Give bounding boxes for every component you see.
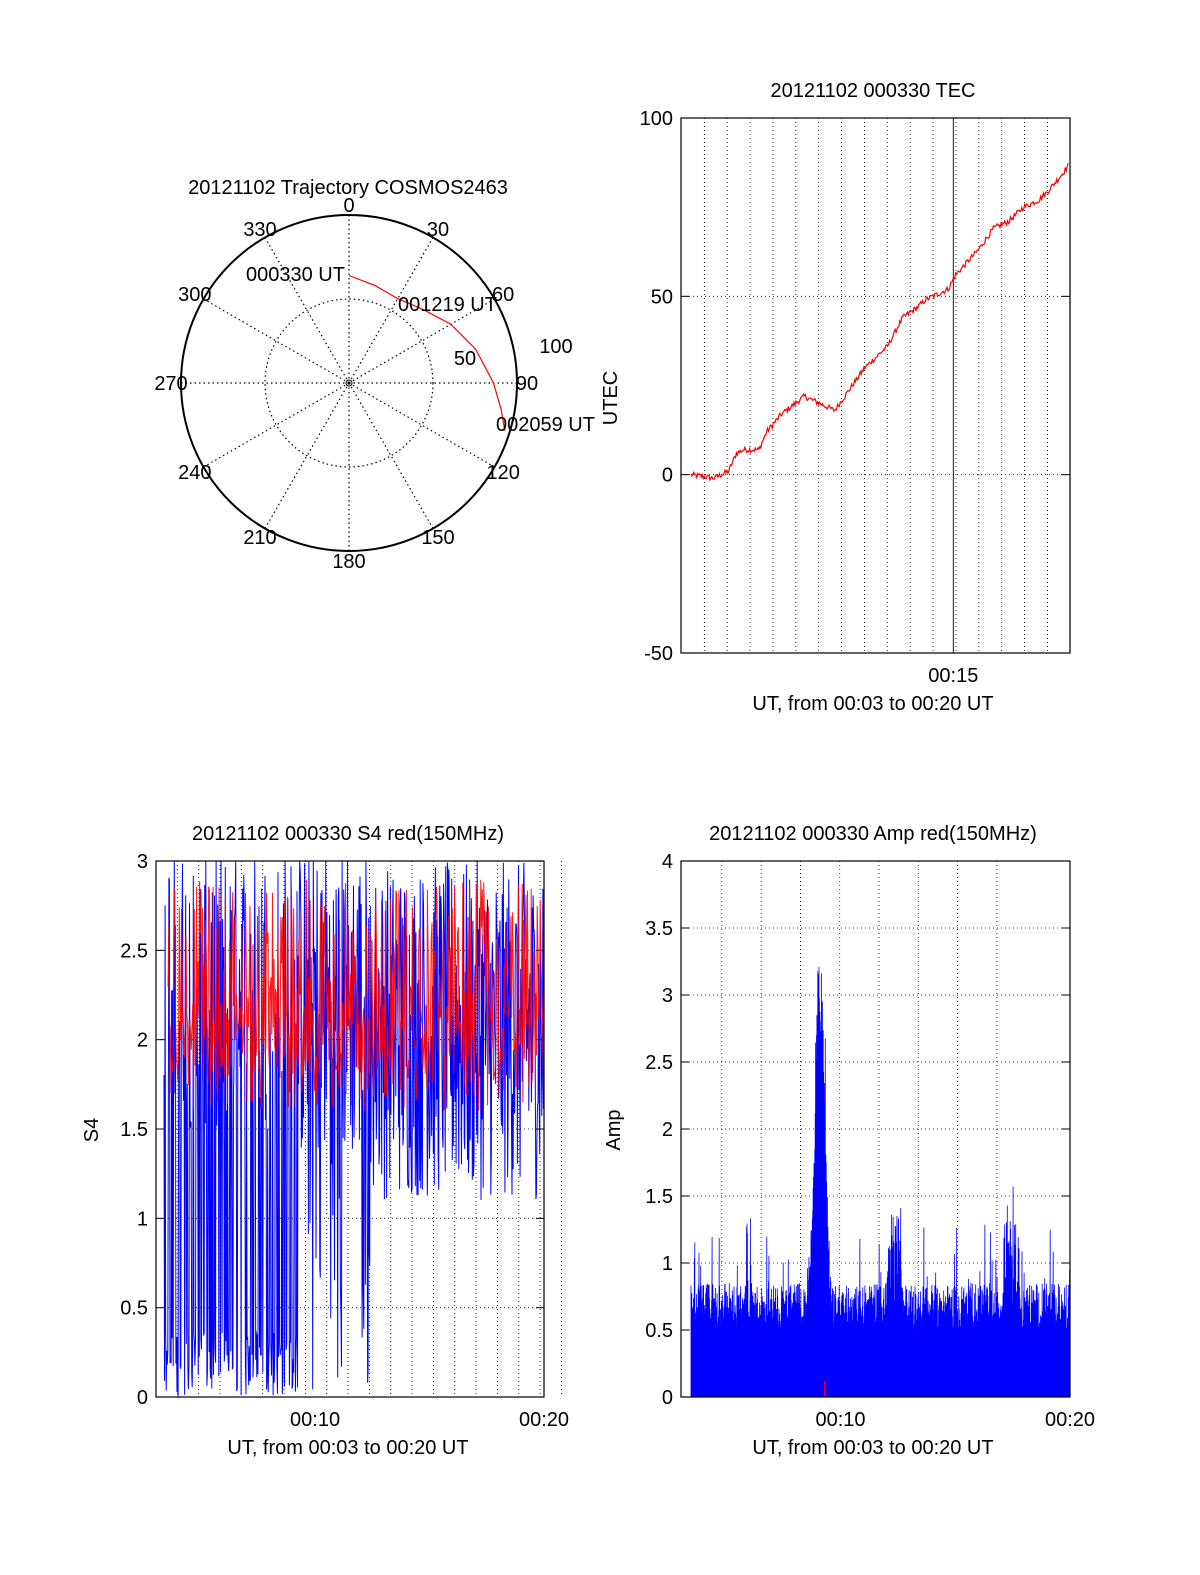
y-tick-label: 1.5 <box>645 1186 673 1208</box>
x-tick-label: 00:10 <box>815 1409 865 1431</box>
y-tick-label: 2.5 <box>645 1052 673 1074</box>
y-tick-label: 0.5 <box>120 1298 148 1320</box>
tec-series-line <box>690 163 1069 482</box>
polar-angle-label: 60 <box>492 284 514 306</box>
polar-angle-labels: 0 30 60 90 120 150 180 210 240 270 300 330 50 100 <box>154 195 572 573</box>
x-tick-label: 00:10 <box>290 1409 340 1431</box>
polar-annotation: 002059 UT <box>496 414 595 436</box>
polar-angle-label: 270 <box>154 373 187 395</box>
amp-xlabel: UT, from 00:03 to 00:20 UT <box>752 1437 993 1459</box>
plot-frame <box>680 117 1071 654</box>
polar-angle-label: 0 <box>343 195 354 217</box>
polar-chart: 20121102 Trajectory COSMOS2463 0 30 60 90 12… <box>154 177 595 573</box>
y-tick-label: 0 <box>137 1387 148 1409</box>
polar-trajectory: 000330 UT 001219 UT 002059 UT <box>246 264 595 436</box>
polar-angle-label: 90 <box>516 373 538 395</box>
polar-angle-label: 210 <box>243 527 276 549</box>
s4-blue-series <box>163 860 545 1397</box>
tec-plot-area: -50 0 50 100 00:15 <box>640 108 1071 687</box>
y-tick-label: 3 <box>662 985 673 1007</box>
y-tick-label: 0 <box>662 1387 673 1409</box>
polar-angle-label: 300 <box>178 284 211 306</box>
s4-plot-area: 0 0.5 1 1.5 2 2.5 3 00:10 00:20 <box>120 851 569 1431</box>
polar-angle-label: 240 <box>178 462 211 484</box>
s4-ylabel: S4 <box>81 1118 103 1142</box>
y-tick-label: 3 <box>137 851 148 873</box>
tec-ylabel: UTEC <box>600 371 622 425</box>
polar-annotation: 000330 UT <box>246 264 345 286</box>
polar-ring-label: 50 <box>454 348 476 370</box>
polar-spoke <box>264 382 350 529</box>
s4-red-series <box>167 879 545 1112</box>
tec-xlabel: UT, from 00:03 to 00:20 UT <box>752 693 993 715</box>
polar-annotation: 001219 UT <box>398 294 497 316</box>
y-tick-label: 2 <box>662 1119 673 1141</box>
polar-spoke <box>348 237 434 384</box>
tec-title: 20121102 000330 TEC <box>771 80 976 102</box>
polar-angle-label: 180 <box>332 551 365 573</box>
y-tick-label: 100 <box>640 108 673 130</box>
amp-ylabel: Amp <box>603 1109 625 1150</box>
s4-xlabel: UT, from 00:03 to 00:20 UT <box>227 1437 468 1459</box>
polar-angle-label: 150 <box>421 527 454 549</box>
y-tick-label: 1 <box>137 1208 148 1230</box>
amp-title: 20121102 000330 Amp red(150MHz) <box>709 823 1037 845</box>
y-tick-label: 4 <box>662 851 673 873</box>
s4-chart: 20121102 000330 S4 red(150MHz) UT, from … <box>81 823 569 1459</box>
polar-spoke <box>264 237 350 384</box>
plot-frame <box>680 860 1071 1398</box>
s4-title: 20121102 000330 S4 red(150MHz) <box>192 823 504 845</box>
polar-ring-50 <box>264 298 434 468</box>
y-tick-label: 2 <box>137 1030 148 1052</box>
polar-trajectory-line <box>348 274 506 431</box>
y-tick-label: 1.5 <box>120 1119 148 1141</box>
polar-angle-label: 120 <box>486 462 519 484</box>
plot-frame <box>155 860 545 1398</box>
polar-spoke <box>203 298 350 384</box>
y-tick-label: -50 <box>644 643 673 665</box>
polar-angle-label: 30 <box>427 219 449 241</box>
amp-chart: 20121102 000330 Amp red(150MHz) UT, from… <box>603 823 1095 1459</box>
amp-plot-area: 0 0.5 1 1.5 2 2.5 3 3.5 4 00:10 00:20 <box>645 851 1095 1431</box>
y-tick-label: 0 <box>662 465 673 487</box>
polar-spoke <box>203 382 350 468</box>
polar-grid <box>180 214 518 552</box>
amp-blue-series <box>690 966 1071 1398</box>
tec-chart: 20121102 000330 TEC UT, from 00:03 to 00… <box>600 80 1071 715</box>
polar-spoke <box>348 382 434 529</box>
y-tick-label: 50 <box>651 286 673 308</box>
polar-angle-label: 330 <box>243 219 276 241</box>
polar-title: 20121102 Trajectory COSMOS2463 <box>188 177 508 199</box>
x-tick-label: 00:15 <box>928 665 978 687</box>
x-tick-label: 00:20 <box>519 1409 569 1431</box>
polar-spoke <box>348 382 495 468</box>
y-tick-label: 0.5 <box>645 1320 673 1342</box>
polar-center <box>345 379 353 387</box>
polar-spoke <box>348 298 495 384</box>
polar-ring-label: 100 <box>539 336 572 358</box>
x-tick-label: 00:20 <box>1045 1409 1095 1431</box>
y-tick-label: 1 <box>662 1253 673 1275</box>
y-tick-label: 3.5 <box>645 918 673 940</box>
y-tick-label: 2.5 <box>120 940 148 962</box>
